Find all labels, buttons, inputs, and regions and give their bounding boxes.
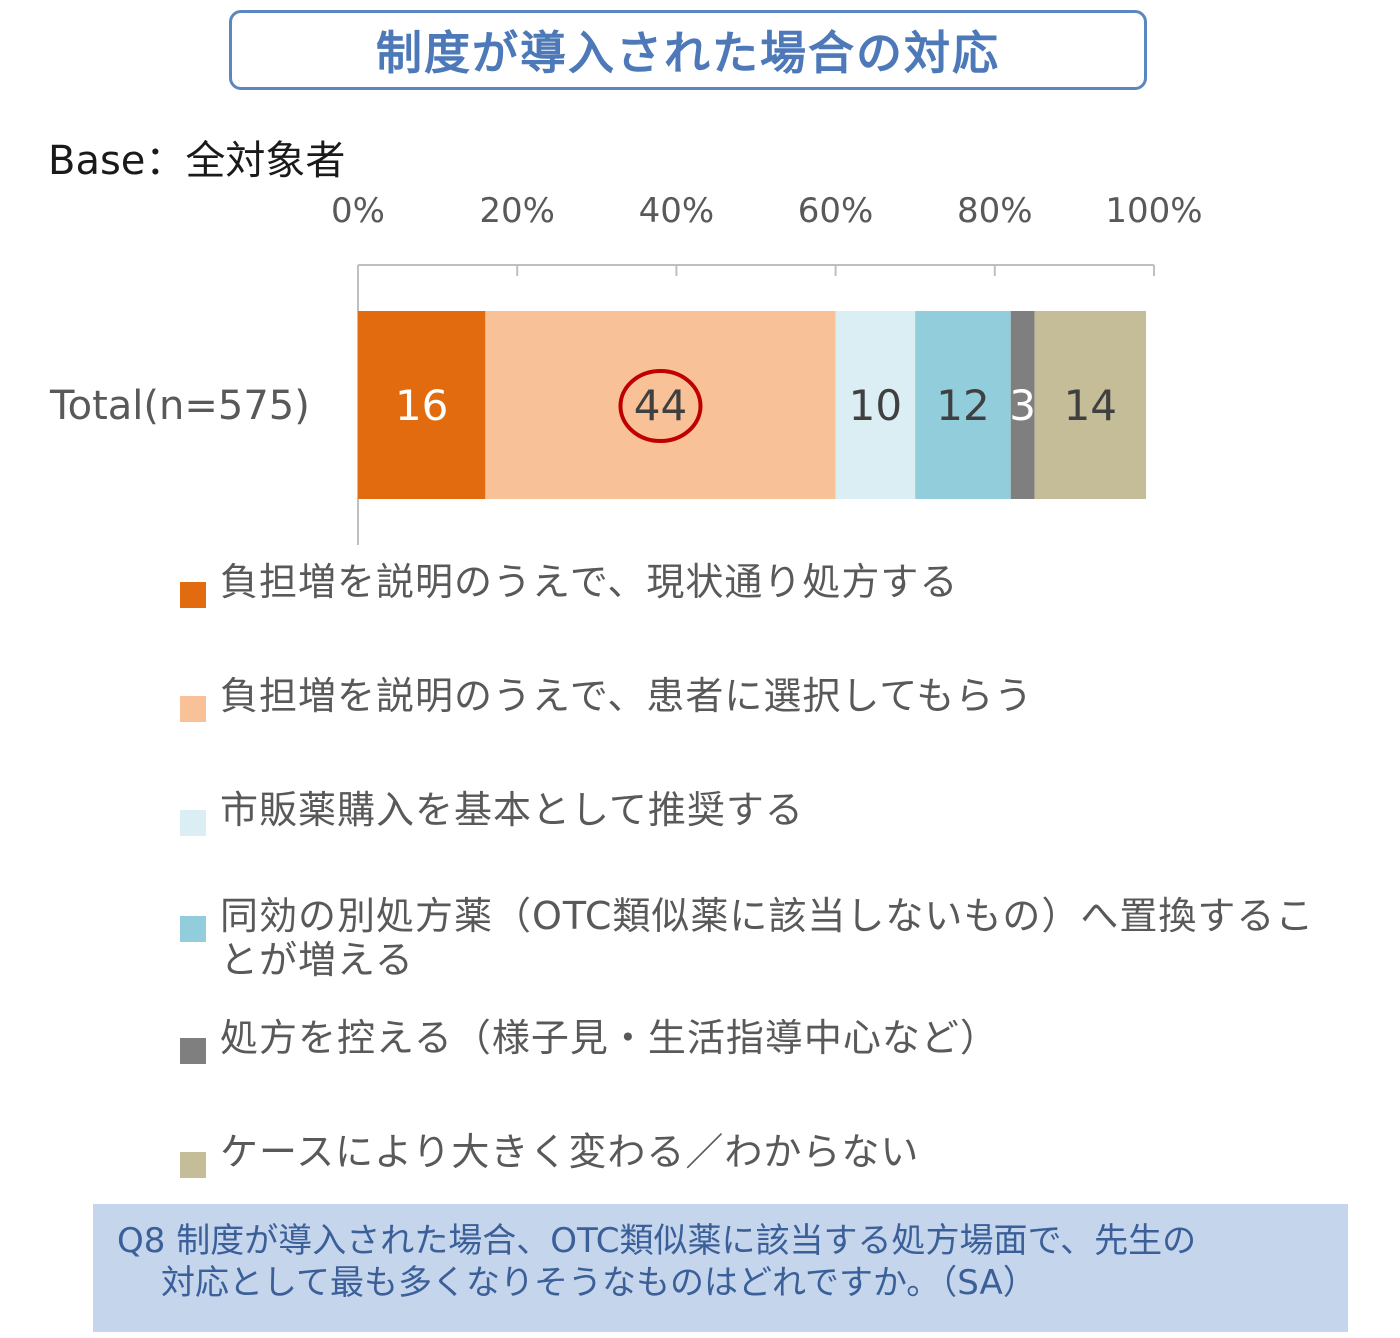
legend-item: 負担増を説明のうえで、患者に選択してもらう [180, 674, 1330, 722]
legend-item: 同効の別処方薬（OTC類似薬に該当しないもの）へ置換することが増える [180, 894, 1330, 982]
data-label: 16 [395, 381, 448, 430]
base-label: Base：全対象者 [48, 138, 346, 184]
chart-title: 制度が導入された場合の対応 [376, 26, 1000, 80]
legend-swatch [180, 696, 206, 722]
legend-label: 同効の別処方薬（OTC類似薬に該当しないもの）へ置換することが増える [220, 894, 1315, 982]
bar-segment [835, 311, 916, 499]
question-line-2: 対応として最も多くなりそうなものはどれですか。（SA） [161, 1263, 1037, 1303]
question-line-1: Q8 制度が導入された場合、OTC類似薬に該当する処方場面で、先生の [117, 1221, 1197, 1261]
bar-segment [915, 311, 1011, 499]
data-label: 14 [1064, 381, 1117, 430]
x-tick-label: 80% [957, 191, 1033, 231]
legend-label: ケースにより大きく変わる／わからない [220, 1130, 920, 1174]
legend-item: 負担増を説明のうえで、現状通り処方する [180, 560, 1330, 608]
title-box: 制度が導入された場合の対応 [229, 10, 1147, 90]
bar-segment [485, 311, 836, 499]
highlight-circle [618, 369, 703, 443]
data-label: 3 [1009, 381, 1036, 430]
x-tick-label: 0% [331, 191, 385, 231]
legend-swatch [180, 810, 206, 836]
category-label: Total(n=575) [49, 383, 310, 429]
legend-item: ケースにより大きく変わる／わからない [180, 1130, 1330, 1178]
legend-label: 処方を控える（様子見・生活指導中心など） [220, 1016, 999, 1060]
stacked-bar-chart: 0% 20% 40% 60% 80% 100% Total(n=575) 16 44 10 12 3 1… [49, 191, 1203, 545]
x-tick-label: 60% [798, 191, 874, 231]
data-label: 10 [849, 381, 902, 430]
legend-swatch [180, 916, 206, 942]
legend-item: 処方を控える（様子見・生活指導中心など） [180, 1016, 1330, 1064]
legend-swatch [180, 582, 206, 608]
bar-segment [358, 311, 486, 499]
legend-label: 負担増を説明のうえで、現状通り処方する [220, 560, 959, 604]
data-label: 12 [936, 381, 989, 430]
x-tick-label: 100% [1105, 191, 1202, 231]
x-tick-label: 40% [639, 191, 715, 231]
legend-label: 市販薬購入を基本として推奨する [220, 788, 804, 832]
bar-segment [1034, 311, 1147, 499]
question-box: Q8 制度が導入された場合、OTC類似薬に該当する処方場面で、先生の 対応として… [93, 1204, 1348, 1332]
bar-segment [1010, 311, 1035, 499]
legend-label: 負担増を説明のうえで、患者に選択してもらう [220, 674, 1034, 718]
legend-item: 市販薬購入を基本として推奨する [180, 788, 1330, 836]
legend-swatch [180, 1038, 206, 1064]
x-tick-label: 20% [479, 191, 555, 231]
data-label: 44 [634, 381, 687, 430]
legend-swatch [180, 1152, 206, 1178]
